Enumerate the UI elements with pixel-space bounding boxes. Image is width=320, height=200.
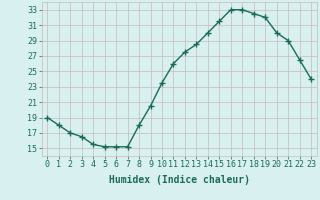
X-axis label: Humidex (Indice chaleur): Humidex (Indice chaleur): [109, 175, 250, 185]
